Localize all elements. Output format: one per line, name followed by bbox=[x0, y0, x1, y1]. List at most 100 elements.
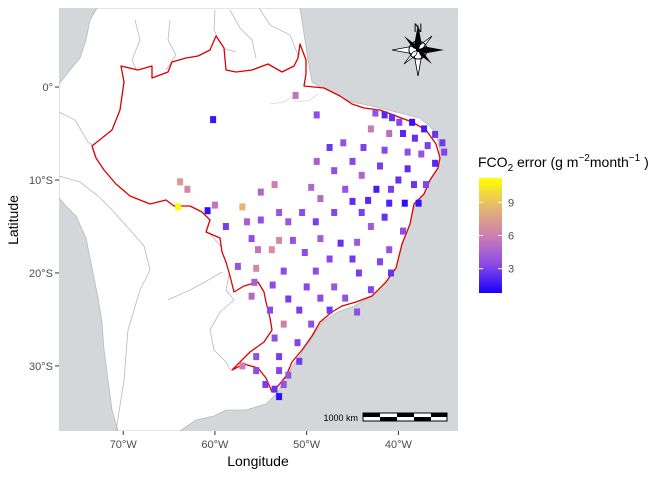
heatmap-cell bbox=[424, 142, 431, 150]
x-tick-label: 40°W bbox=[385, 439, 413, 451]
heatmap-cell bbox=[421, 125, 428, 133]
heatmap-cell bbox=[418, 150, 425, 158]
heatmap-cell bbox=[411, 134, 418, 142]
heatmap-cell bbox=[303, 283, 310, 291]
background-country-label-chile: CH bbox=[82, 376, 104, 393]
heatmap-cell bbox=[331, 167, 338, 175]
heatmap-cell bbox=[317, 294, 324, 302]
heatmap-cell bbox=[251, 278, 258, 286]
heatmap-cell bbox=[248, 235, 255, 243]
heatmap-cell bbox=[367, 223, 374, 230]
heatmap-cell bbox=[313, 111, 320, 119]
heatmap-cell bbox=[326, 255, 333, 263]
heatmap-cell bbox=[381, 213, 388, 221]
heatmap-cell bbox=[211, 201, 218, 209]
heatmap-cell bbox=[308, 320, 315, 328]
heatmap-cell bbox=[175, 203, 182, 211]
heatmap-cell bbox=[269, 281, 276, 289]
heatmap-cell bbox=[331, 209, 338, 216]
heatmap-cell bbox=[358, 171, 365, 179]
heatmap-cell bbox=[271, 385, 278, 393]
heatmap-cell bbox=[276, 393, 283, 401]
heatmap-cell bbox=[296, 306, 303, 314]
heatmap-cell bbox=[268, 246, 275, 254]
legend-ticks: 3 6 9 bbox=[479, 197, 514, 276]
heatmap-cell bbox=[381, 146, 388, 154]
heatmap-cell bbox=[360, 144, 367, 151]
heatmap-cell bbox=[354, 308, 361, 316]
heatmap-cell bbox=[365, 196, 372, 204]
heatmap-cell bbox=[388, 269, 394, 277]
heatmap-cell bbox=[184, 185, 191, 193]
heatmap-cell bbox=[386, 199, 393, 207]
scale-bar-label: 1000 km bbox=[323, 413, 358, 423]
heatmap-cell bbox=[439, 139, 446, 147]
brazil-outline bbox=[91, 35, 441, 393]
heatmap-cell bbox=[367, 286, 374, 294]
heatmap-cell bbox=[294, 339, 301, 347]
heatmap-cell bbox=[301, 249, 308, 256]
heatmap-cell bbox=[441, 148, 448, 156]
heatmap-cell bbox=[271, 334, 278, 342]
legend-colorbar bbox=[479, 178, 502, 293]
heatmap-cell bbox=[377, 162, 383, 170]
heatmap-cell bbox=[367, 125, 374, 133]
y-tick-label: 30°S bbox=[29, 361, 53, 373]
heatmap-cell bbox=[234, 262, 241, 270]
heatmap-cell bbox=[257, 188, 264, 196]
heatmap-cell bbox=[210, 116, 217, 124]
scale-bar bbox=[362, 412, 448, 422]
heatmap-cell bbox=[280, 267, 287, 275]
heatmap-cell bbox=[404, 165, 411, 173]
heatmap-cell bbox=[389, 114, 395, 122]
x-tick-label: 50°W bbox=[293, 439, 321, 451]
heatmap-cell bbox=[342, 294, 349, 302]
heatmap-cell bbox=[317, 195, 324, 203]
heatmap-cell bbox=[349, 197, 356, 205]
heatmap-cell bbox=[204, 207, 211, 215]
heatmap-cell bbox=[248, 292, 255, 300]
heatmap-cell bbox=[395, 176, 402, 184]
heatmap-cell bbox=[285, 295, 292, 303]
heatmap-cell bbox=[400, 130, 406, 137]
heatmap-cell bbox=[388, 185, 394, 193]
legend-tick-label: 9 bbox=[508, 197, 514, 209]
heatmap-cell bbox=[239, 362, 246, 370]
heatmap-cell bbox=[299, 209, 306, 216]
heatmap-cell bbox=[255, 246, 261, 254]
heatmap-cell bbox=[349, 157, 356, 165]
heatmap-cell bbox=[355, 269, 362, 277]
x-tick-label: 60°W bbox=[201, 439, 229, 451]
map-panel: CH Y N 1000 km bbox=[59, 8, 458, 431]
heatmap-cell bbox=[253, 353, 260, 361]
heatmap-cell bbox=[280, 320, 287, 328]
heatmap-cell bbox=[337, 239, 344, 247]
heatmap-cell bbox=[432, 159, 439, 167]
heatmap-cell bbox=[400, 227, 406, 235]
heatmap-cell bbox=[239, 203, 246, 211]
heatmap-cells bbox=[175, 91, 448, 401]
heatmap-cell bbox=[289, 236, 296, 244]
heatmap-cell bbox=[253, 367, 260, 375]
heatmap-cell bbox=[404, 148, 411, 156]
heatmap-cell bbox=[415, 199, 422, 207]
heatmap-cell bbox=[262, 381, 269, 388]
heatmap-cell bbox=[422, 181, 429, 189]
heatmap-cell bbox=[373, 185, 380, 193]
y-axis-ticks: 0° 10°S 20°S 30°S bbox=[29, 82, 59, 373]
heatmap-cell bbox=[386, 246, 393, 254]
heatmap-cell bbox=[432, 130, 439, 138]
legend-tick-label: 3 bbox=[508, 264, 514, 276]
legend-tick-label: 6 bbox=[508, 231, 514, 243]
heatmap-cell bbox=[276, 367, 283, 375]
legend-title: FCO2 error (g m−2month−1 ) bbox=[478, 153, 649, 174]
heatmap-cell bbox=[276, 209, 283, 216]
heatmap-cell bbox=[354, 238, 361, 246]
heatmap-cell bbox=[342, 185, 349, 193]
heatmap-cell bbox=[276, 353, 283, 361]
heatmap-cell bbox=[377, 258, 383, 266]
x-tick-label: 70°W bbox=[110, 439, 138, 451]
heatmap-cell bbox=[396, 118, 403, 126]
heatmap-cell bbox=[358, 209, 365, 216]
